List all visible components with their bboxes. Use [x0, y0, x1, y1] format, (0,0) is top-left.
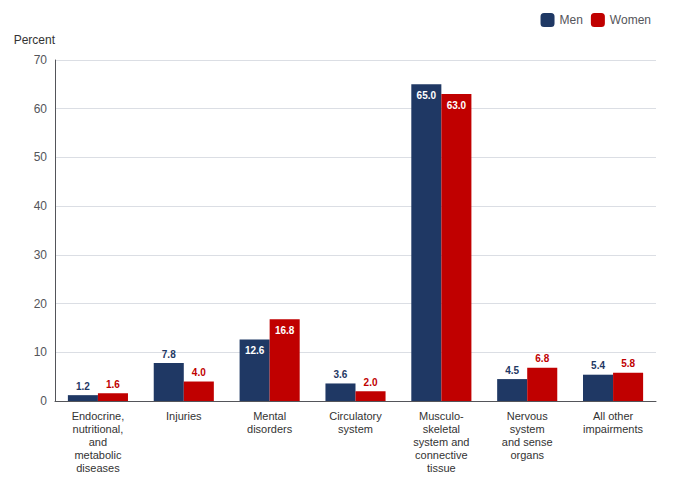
svg-text:2.0: 2.0 [364, 377, 378, 388]
svg-text:diseases: diseases [76, 462, 120, 474]
svg-text:impairments: impairments [583, 423, 643, 435]
svg-text:10: 10 [34, 345, 48, 359]
svg-text:Men: Men [560, 13, 583, 27]
svg-text:6.8: 6.8 [535, 353, 549, 364]
svg-text:system: system [510, 423, 545, 435]
svg-text:65.0: 65.0 [417, 90, 437, 101]
svg-text:Musculo-: Musculo- [419, 410, 464, 422]
svg-text:1.2: 1.2 [76, 381, 90, 392]
svg-text:40: 40 [34, 199, 48, 213]
svg-text:7.8: 7.8 [162, 349, 176, 360]
svg-text:20: 20 [34, 297, 48, 311]
svg-text:5.4: 5.4 [591, 360, 605, 371]
svg-text:organs: organs [510, 449, 544, 461]
svg-text:metabolic: metabolic [74, 449, 122, 461]
svg-text:12.6: 12.6 [245, 345, 265, 356]
svg-text:disorders: disorders [247, 423, 293, 435]
svg-text:60: 60 [34, 102, 48, 116]
svg-text:connective: connective [415, 449, 468, 461]
svg-text:5.8: 5.8 [621, 358, 635, 369]
svg-text:4.0: 4.0 [192, 367, 206, 378]
svg-text:16.8: 16.8 [275, 325, 295, 336]
svg-text:and sense: and sense [502, 436, 553, 448]
svg-text:Injuries: Injuries [166, 410, 202, 422]
svg-text:skeletal: skeletal [423, 423, 460, 435]
svg-text:nutritional,: nutritional, [73, 423, 124, 435]
svg-text:Women: Women [610, 13, 651, 27]
svg-text:4.5: 4.5 [505, 365, 519, 376]
svg-text:30: 30 [34, 248, 48, 262]
svg-text:system and: system and [413, 436, 469, 448]
svg-text:tissue: tissue [427, 462, 456, 474]
svg-text:Mental: Mental [253, 410, 286, 422]
svg-text:Circulatory: Circulatory [329, 410, 382, 422]
svg-text:1.6: 1.6 [106, 379, 120, 390]
svg-text:system: system [338, 423, 373, 435]
svg-text:Percent: Percent [14, 33, 56, 47]
svg-text:3.6: 3.6 [334, 369, 348, 380]
svg-text:50: 50 [34, 150, 48, 164]
svg-text:63.0: 63.0 [447, 100, 467, 111]
svg-text:All other: All other [593, 410, 634, 422]
svg-text:0: 0 [40, 394, 47, 408]
svg-text:70: 70 [34, 53, 48, 67]
svg-text:and: and [89, 436, 107, 448]
svg-text:Endocrine,: Endocrine, [72, 410, 125, 422]
svg-text:Nervous: Nervous [507, 410, 548, 422]
